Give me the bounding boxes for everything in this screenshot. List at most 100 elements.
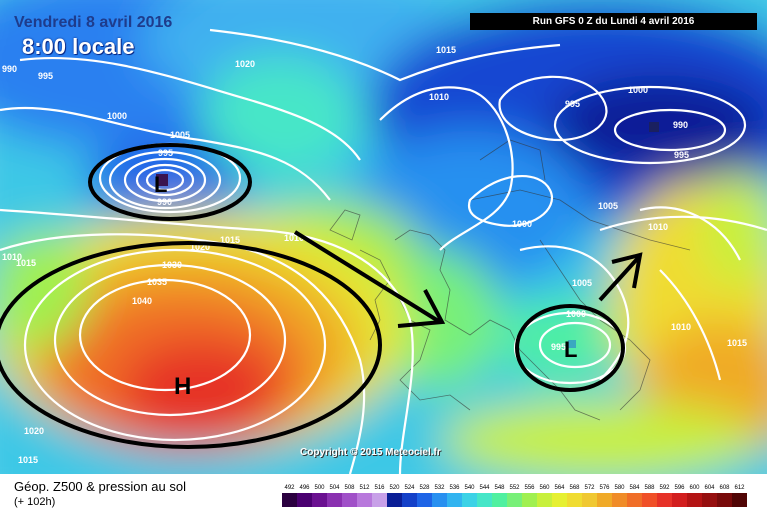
colorbar-swatch [387, 493, 402, 507]
isobar-label: 1010 [671, 322, 691, 332]
colorbar-swatch [597, 493, 612, 507]
colorbar-tick-label: 504 [329, 485, 340, 491]
colorbar-swatch [627, 493, 642, 507]
colorbar-swatch [327, 493, 342, 507]
colorbar-tick-label: 576 [599, 485, 610, 491]
colorbar-swatch [657, 493, 672, 507]
colorbar-tick-label: 524 [404, 485, 415, 491]
colorbar-swatch [642, 493, 657, 507]
colorbar-swatch [567, 493, 582, 507]
colorbar-tick-label: 544 [479, 485, 490, 491]
colorbar-swatch [432, 493, 447, 507]
colorbar-swatch [282, 493, 297, 507]
colorbar-tick-label: 556 [524, 485, 535, 491]
isobar-label: 1010 [2, 252, 22, 262]
colorbar-swatch [417, 493, 432, 507]
low-center-marker [156, 174, 168, 186]
colorbar-tick-label: 604 [704, 485, 715, 491]
colorbar-tick-label: 552 [509, 485, 520, 491]
colorbar-tick-label: 500 [314, 485, 325, 491]
isobar-label: 1030 [162, 260, 182, 270]
colorbar-tick-label: 508 [344, 485, 355, 491]
colorbar-swatch [672, 493, 687, 507]
flow-arrow-west [293, 230, 442, 324]
low-circle-italy [515, 304, 625, 392]
colorbar-swatch [717, 493, 732, 507]
colorbar-swatch [477, 493, 492, 507]
isobar-label: 1015 [220, 235, 240, 245]
isobar-label: 1035 [147, 277, 167, 287]
isobar-label: 1010 [284, 233, 304, 243]
colorbar-tick-label: 536 [449, 485, 460, 491]
colorbar-tick-label: 612 [734, 485, 745, 491]
flow-arrow-east-head [611, 252, 643, 289]
colorbar-swatch [612, 493, 627, 507]
colorbar-tick-label: 596 [674, 485, 685, 491]
colorbar-swatch [372, 493, 387, 507]
colorbar-tick-label: 600 [689, 485, 700, 491]
isobar-label: 1000 [566, 309, 586, 319]
low-letter-iceland: L [154, 172, 167, 197]
isobar-label: 1020 [235, 59, 255, 69]
coastlines [329, 139, 691, 421]
colorbar-tick-label: 592 [659, 485, 670, 491]
isobar-label: 995 [158, 148, 173, 158]
high-letter-atlantic: H [174, 373, 191, 400]
colorbar-tick-label: 512 [359, 485, 370, 491]
colorbar-tick-label: 496 [299, 485, 310, 491]
colorbar-tick-label: 580 [614, 485, 625, 491]
colorbar-tick-label: 564 [554, 485, 565, 491]
isobar-label: 1015 [18, 455, 38, 465]
isobar-label: 1000 [628, 85, 648, 95]
isobar-label: 995 [551, 342, 566, 352]
geopotential-colorbar: 492 496 500 504 508 512 516 520 524 528 532 536 540 5… [282, 485, 747, 507]
colorbar-tick-label: 608 [719, 485, 730, 491]
isobar-label: 995 [565, 99, 580, 109]
isobar-label: 1015 [727, 338, 747, 348]
isobar-label: 1005 [170, 130, 190, 140]
valid-date: Vendredi 8 avril 2016 [14, 14, 173, 31]
synoptic-map: 990 995 1020 1000 1005 995 990 1020 1015… [0, 0, 767, 474]
isobar-label: 990 [157, 197, 172, 207]
isobar-label: 990 [2, 64, 17, 74]
isobar-label: 1010 [648, 222, 668, 232]
isobar-label: 1010 [429, 92, 449, 102]
colorbar-swatch [447, 493, 462, 507]
isobar-label: 1000 [107, 111, 127, 121]
flow-arrow-east [598, 256, 640, 302]
colorbar-tick-label: 588 [644, 485, 655, 491]
annotation-letters: L H L [154, 172, 577, 400]
flow-arrow-west-head [397, 289, 446, 328]
colorbar-swatch [702, 493, 717, 507]
low-center-marker [649, 122, 659, 132]
isobar-label: 1015 [436, 45, 456, 55]
colorbar-swatch [492, 493, 507, 507]
colorbar-swatch [312, 493, 327, 507]
colorbar-tick-label: 584 [629, 485, 640, 491]
colorbar-tick-label: 548 [494, 485, 505, 491]
high-circle-atlantic [0, 241, 382, 449]
colorbar-swatch [522, 493, 537, 507]
isobar-label: 1020 [24, 426, 44, 436]
low-letter-italy: L [564, 337, 577, 362]
isobar-label: 1015 [16, 258, 36, 268]
isobar-label: 995 [38, 71, 53, 81]
colorbar-swatch [732, 493, 747, 507]
isobar-label: 990 [673, 120, 688, 130]
isobar-label: 1000 [512, 219, 532, 229]
colorbar-tick-label: 528 [419, 485, 430, 491]
colorbar-tick-label: 568 [569, 485, 580, 491]
colorbar-tick-label: 532 [434, 485, 445, 491]
colorbar-swatch [297, 493, 312, 507]
colorbar-tick-label: 560 [539, 485, 550, 491]
colorbar-swatch [357, 493, 372, 507]
isobar-label: 1005 [572, 278, 592, 288]
colorbar-tick-label: 540 [464, 485, 475, 491]
isobar-label: 995 [674, 150, 689, 160]
model-run-title: Run GFS 0 Z du Lundi 4 avril 2016 [470, 13, 757, 30]
colorbar-tick-label: 516 [374, 485, 385, 491]
colorbar-swatch [507, 493, 522, 507]
isobar-labels: 990 995 1020 1000 1005 995 990 1020 1015… [2, 45, 747, 465]
colorbar-tick-label: 572 [584, 485, 595, 491]
